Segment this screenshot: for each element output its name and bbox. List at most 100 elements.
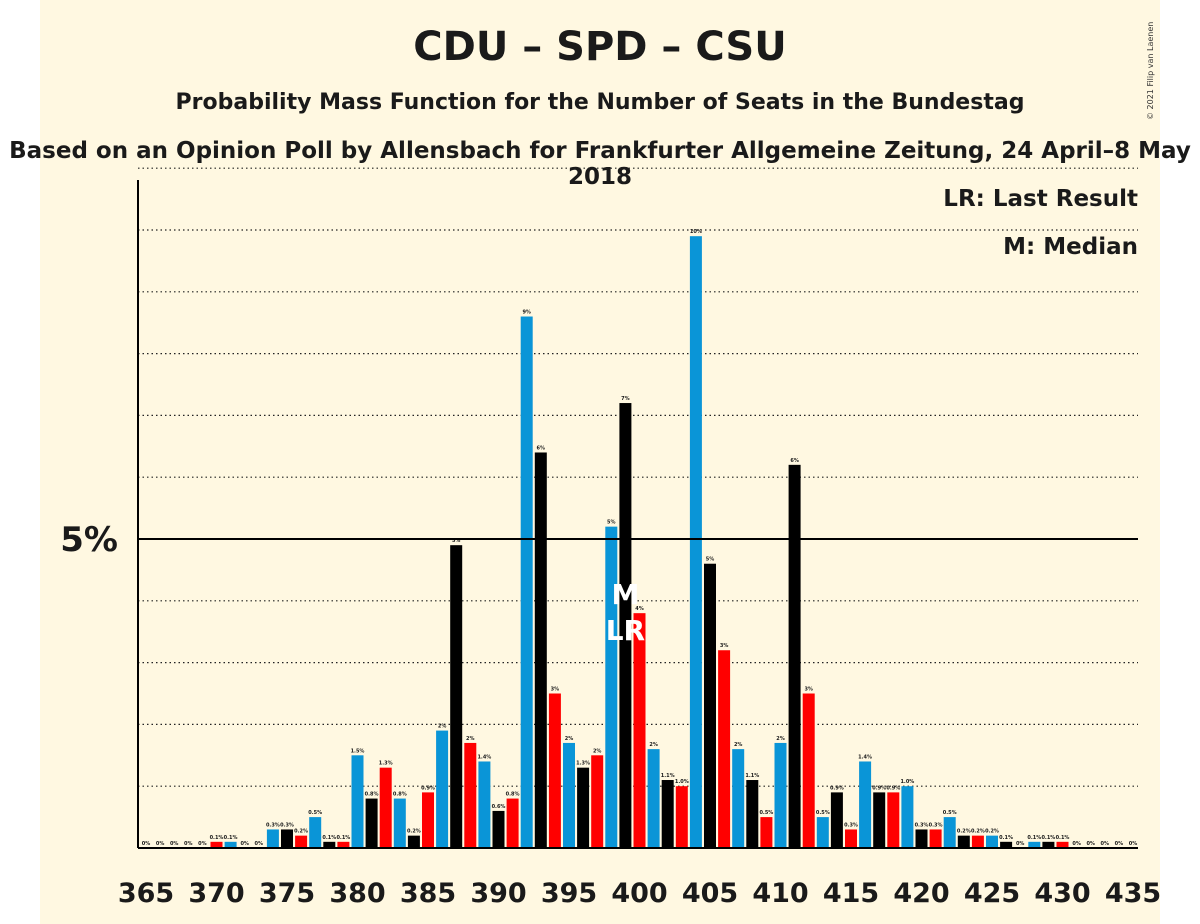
bar xyxy=(464,742,477,848)
bar-value-label: 0.2% xyxy=(294,829,308,835)
bar-value-label: 1.3% xyxy=(576,761,590,767)
bar-value-label: 0.9% xyxy=(830,785,844,791)
bar xyxy=(281,829,293,848)
bar-value-label: 6% xyxy=(790,458,799,464)
x-tick-label: 395 xyxy=(541,878,597,909)
bar-value-label: 0.1% xyxy=(1027,835,1041,841)
bar xyxy=(971,835,984,848)
x-tick-label: 380 xyxy=(329,878,385,909)
bar xyxy=(957,835,970,848)
bar xyxy=(563,742,575,848)
bar xyxy=(929,829,942,848)
bar xyxy=(1056,841,1069,848)
bar-value-label: 2% xyxy=(593,748,602,754)
bar xyxy=(732,749,745,848)
bar xyxy=(450,545,463,848)
bar xyxy=(436,730,449,848)
bar-value-label: 3% xyxy=(804,687,813,693)
bar xyxy=(986,835,998,848)
bar-value-label: 0.1% xyxy=(224,835,238,841)
bar xyxy=(718,650,731,848)
bar xyxy=(407,835,420,848)
bar xyxy=(661,780,674,848)
bar-value-label: 0.2% xyxy=(985,829,999,835)
bar-value-label: 2% xyxy=(438,724,447,730)
bar-value-label: 4% xyxy=(635,606,644,612)
chart-subtitle: Probability Mass Function for the Number… xyxy=(175,90,1025,115)
bar xyxy=(379,767,392,848)
bar-value-label: 1.0% xyxy=(675,779,689,785)
bar xyxy=(422,792,434,848)
bar xyxy=(393,798,406,848)
bar xyxy=(774,742,787,848)
bar xyxy=(746,780,759,848)
bar-value-label: 0.1% xyxy=(336,835,350,841)
x-tick-label: 425 xyxy=(964,878,1020,909)
bar-value-label: 1.3% xyxy=(379,761,393,767)
bar xyxy=(802,693,815,848)
bar-value-label: 0.8% xyxy=(393,792,407,798)
bar xyxy=(478,761,491,848)
bar-value-label: 1.1% xyxy=(661,773,675,779)
bar xyxy=(605,526,618,848)
bar-value-label: 5% xyxy=(607,520,616,526)
x-tick-label: 375 xyxy=(259,878,315,909)
bar-labels: 0% 0% 0% 0% 0%0.1% 0.1%0% 0%0.3% 0.3%0.2%0.5%0.… xyxy=(142,229,1138,847)
bar xyxy=(351,755,364,848)
bar-value-label: 0% xyxy=(240,841,249,847)
x-tick-label: 430 xyxy=(1034,878,1090,909)
bar-value-label: 0% xyxy=(1072,841,1081,847)
bar xyxy=(633,613,646,848)
x-tick-label: 365 xyxy=(118,878,174,909)
last-result-marker: LR xyxy=(606,614,645,647)
bar xyxy=(873,792,886,848)
y-reference-label: 5% xyxy=(60,520,118,560)
bar-value-label: 1.5% xyxy=(351,748,365,754)
bar-value-label: 0.3% xyxy=(280,822,294,828)
bar-value-label: 0% xyxy=(255,841,264,847)
x-tick-label: 405 xyxy=(682,878,738,909)
x-tick-label: 420 xyxy=(893,878,949,909)
x-tick-label: 400 xyxy=(611,878,667,909)
copyright-note: © 2021 Filip van Laenen xyxy=(1146,22,1155,120)
bar xyxy=(506,798,519,848)
bar xyxy=(760,817,773,848)
bar-value-label: 0% xyxy=(1086,841,1095,847)
bar xyxy=(704,563,716,848)
bar-value-label: 6% xyxy=(537,445,546,451)
bar-value-label: 0.8% xyxy=(365,792,379,798)
bar-value-label: 0.1% xyxy=(210,835,224,841)
bar-value-label: 0.5% xyxy=(816,810,830,816)
bar xyxy=(830,792,843,848)
bar xyxy=(675,786,688,848)
bar xyxy=(210,841,223,848)
bar-value-label: 0% xyxy=(1016,841,1025,847)
bar-value-label: 0.6% xyxy=(492,804,506,810)
bar-value-label: 0.2% xyxy=(971,829,985,835)
legend-median: M: Median xyxy=(1003,234,1138,260)
bar xyxy=(337,841,350,848)
bar-value-label: 0.3% xyxy=(844,822,858,828)
legend-last-result: LR: Last Result xyxy=(943,186,1138,212)
bar-value-label: 2% xyxy=(649,742,658,748)
bar xyxy=(845,829,857,848)
bar-value-label: 0.9% xyxy=(872,785,886,791)
bar-value-label: 0% xyxy=(198,841,207,847)
bar-value-label: 0% xyxy=(1129,841,1138,847)
markers: MLR xyxy=(606,578,645,647)
bar-value-label: 9% xyxy=(522,310,531,316)
bar xyxy=(323,841,336,848)
bar-value-label: 0.9% xyxy=(886,785,900,791)
bar-value-label: 1.0% xyxy=(900,779,914,785)
bar xyxy=(577,767,590,848)
bar xyxy=(1028,841,1041,848)
bar-value-label: 0.2% xyxy=(957,829,971,835)
chart-title: CDU – SPD – CSU xyxy=(413,24,787,70)
bar-value-label: 0% xyxy=(142,841,151,847)
bar xyxy=(1000,841,1013,848)
bar-value-label: 5% xyxy=(452,538,461,544)
bar-value-label: 2% xyxy=(466,736,475,742)
bar-value-label: 0% xyxy=(1115,841,1124,847)
bar-value-label: 0% xyxy=(156,841,165,847)
